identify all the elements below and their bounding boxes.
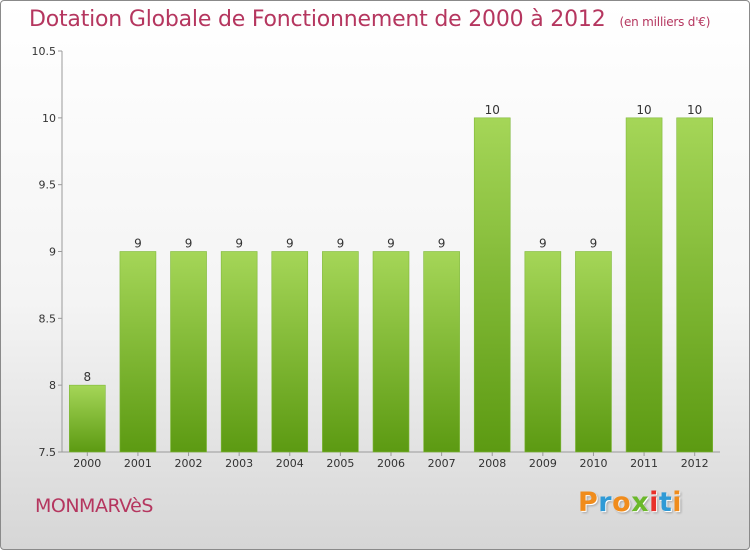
- bar: [119, 251, 157, 453]
- x-tick-label: 2008: [478, 457, 506, 470]
- x-tick-label: 2006: [377, 457, 405, 470]
- x-tick-label: 2003: [225, 457, 253, 470]
- y-tick-label: 8.5: [39, 312, 57, 325]
- data-label: 9: [337, 237, 345, 251]
- y-tick-label: 9: [49, 246, 56, 259]
- bar: [220, 251, 258, 453]
- x-tick-label: 2010: [579, 457, 607, 470]
- y-tick-label: 7.5: [39, 446, 57, 459]
- data-label: 9: [286, 237, 294, 251]
- data-label: 9: [134, 237, 142, 251]
- x-tick-label: 2007: [428, 457, 456, 470]
- bar: [69, 384, 106, 453]
- commune-name: MONMARVèS: [35, 495, 153, 517]
- data-label: 10: [687, 103, 702, 117]
- y-tick-label: 8: [49, 379, 56, 392]
- bar: [372, 251, 410, 453]
- logo-letter: r: [598, 487, 613, 518]
- x-tick-label: 2002: [175, 457, 203, 470]
- bar: [625, 117, 663, 453]
- logo-letter: i: [672, 487, 683, 518]
- data-label: 9: [387, 237, 395, 251]
- bar-chart: 7.5 8 8.5 9 9.5 10 10.5 2000 2001 2002 2003 2004 200…: [32, 45, 720, 470]
- x-tick-label: 2011: [630, 457, 658, 470]
- bar: [524, 251, 562, 453]
- bar: [423, 251, 460, 453]
- x-tick-label: 2005: [326, 457, 354, 470]
- bar: [676, 117, 713, 453]
- axes: 7.5 8 8.5 9 9.5 10 10.5 2000 2001 2002 2003 2004 200…: [32, 45, 720, 470]
- unit-label: (en milliers d'€): [619, 15, 711, 29]
- x-tick-label: 2004: [276, 457, 304, 470]
- x-tick-label: 2000: [73, 457, 101, 470]
- data-label: 9: [590, 237, 598, 251]
- logo-letter: x: [631, 487, 650, 518]
- data-label: 9: [235, 237, 243, 251]
- data-label: 9: [539, 237, 547, 251]
- data-label: 10: [636, 103, 651, 117]
- bar: [473, 117, 511, 453]
- bar: [575, 251, 612, 453]
- logo-letter: i: [649, 487, 659, 518]
- chart-title: Dotation Globale de Fonctionnement de 20…: [29, 7, 711, 32]
- bar: [271, 251, 309, 453]
- logo-letter: o: [612, 487, 632, 518]
- logo-letter: P: [578, 487, 599, 518]
- y-tick-label: 10: [42, 112, 56, 125]
- x-tick-label: 2001: [124, 457, 152, 470]
- data-label: 9: [438, 237, 446, 251]
- x-tick-label: 2009: [529, 457, 557, 470]
- bar: [322, 251, 359, 453]
- x-tick-label: 2012: [681, 457, 709, 470]
- y-tick-label: 10.5: [32, 45, 57, 58]
- data-labels: 8 9 9 9 9 9 9 9 10 9 9 10 10: [83, 103, 702, 384]
- data-label: 8: [83, 370, 91, 384]
- y-tick-label: 9.5: [39, 179, 57, 192]
- logo-letter: t: [658, 487, 673, 518]
- data-label: 10: [485, 103, 500, 117]
- bars: [69, 117, 713, 453]
- proxiti-logo: Proxiti: [578, 487, 682, 518]
- data-label: 9: [185, 237, 193, 251]
- bar: [170, 251, 207, 453]
